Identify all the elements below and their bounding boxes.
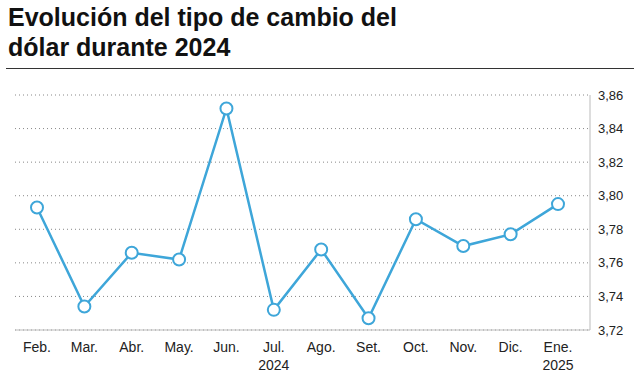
svg-text:Jul.2024: Jul.2024 — [258, 339, 289, 373]
svg-text:Ago.: Ago. — [307, 339, 336, 355]
svg-text:Dic.: Dic. — [499, 339, 523, 355]
svg-text:Mar.: Mar. — [71, 339, 98, 355]
svg-text:May.: May. — [164, 339, 193, 355]
svg-text:Feb.: Feb. — [23, 339, 51, 355]
svg-text:3,82: 3,82 — [598, 155, 623, 170]
svg-text:Abr.: Abr. — [119, 339, 144, 355]
svg-text:Nov.: Nov. — [449, 339, 477, 355]
svg-text:3,76: 3,76 — [598, 255, 623, 270]
svg-text:Oct.: Oct. — [403, 339, 429, 355]
svg-text:Ene.2025: Ene.2025 — [542, 339, 573, 373]
svg-text:3,72: 3,72 — [598, 323, 623, 338]
svg-text:Set.: Set. — [356, 339, 381, 355]
svg-text:3,84: 3,84 — [598, 121, 623, 136]
svg-text:3,86: 3,86 — [598, 88, 623, 103]
svg-text:Jun.: Jun. — [213, 339, 239, 355]
svg-text:3,74: 3,74 — [598, 289, 623, 304]
svg-text:3,80: 3,80 — [598, 188, 623, 203]
svg-text:3,78: 3,78 — [598, 222, 623, 237]
html-text:Evolución del tipo de cambio d: Evolución del tipo de cambio del dólar d… — [8, 3, 397, 61]
